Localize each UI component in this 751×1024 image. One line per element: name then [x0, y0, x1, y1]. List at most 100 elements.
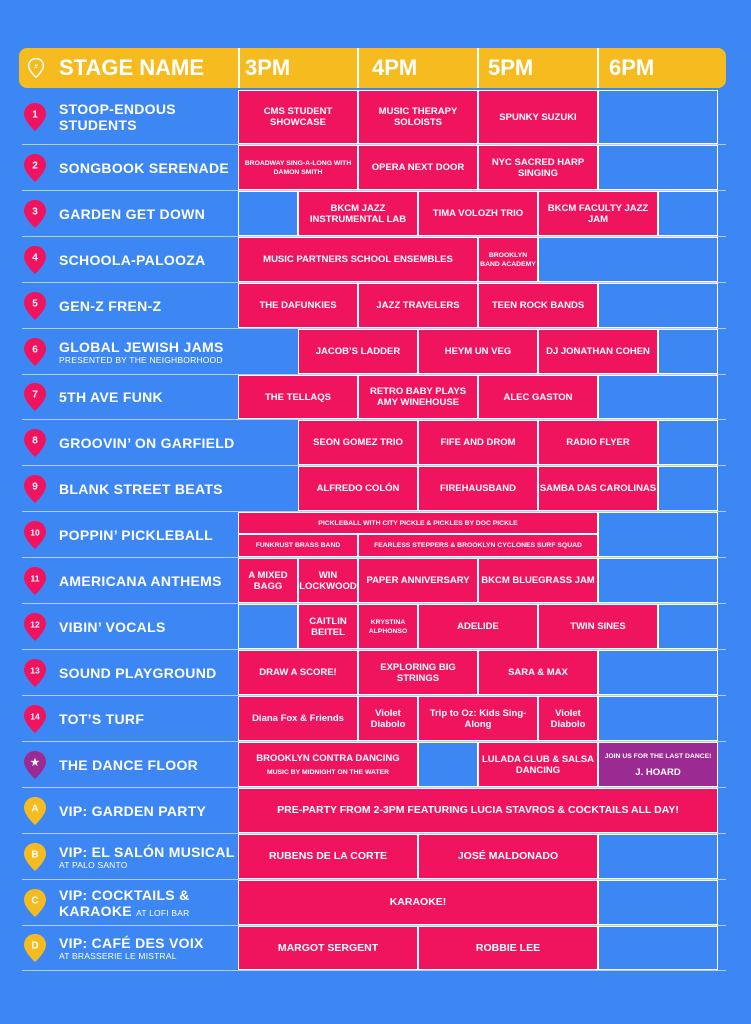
stage-name-line: VIP: EL SALÓN MUSICAL — [59, 843, 235, 860]
event-title: JACOB’S LADDER — [315, 346, 401, 357]
svg-text:2: 2 — [32, 160, 38, 171]
row-divider — [22, 741, 726, 742]
stage-name-line2: KARAOKE — [59, 902, 132, 919]
event-slot: RADIO FLYER — [538, 420, 658, 465]
empty-slot — [598, 834, 718, 879]
event-slot: ALEC GASTON — [478, 375, 598, 419]
event-title: LULADA CLUB & SALSA DANCING — [481, 753, 595, 776]
svg-text:8: 8 — [32, 435, 38, 446]
stage-name: VIP: GARDEN PARTY — [59, 803, 206, 819]
event-slot: TWIN SINES — [538, 604, 658, 649]
row-divider — [22, 465, 726, 466]
stage-name-line: POPPIN’ PICKLEBALL — [59, 526, 213, 543]
stage-pin-icon: 8 — [24, 428, 46, 457]
event-title: SPUNKY SUZUKI — [499, 111, 577, 123]
row-divider — [22, 649, 726, 650]
empty-slot — [658, 420, 718, 465]
row-divider — [22, 144, 726, 145]
event-slot: ALFREDO COLÓN — [298, 466, 418, 511]
event-slot: MUSIC PARTNERS SCHOOL ENSEMBLES — [238, 237, 478, 282]
header-stage-label: STAGE NAME — [59, 55, 205, 80]
empty-slot — [658, 191, 718, 236]
svg-text:3: 3 — [32, 206, 38, 217]
stage-name: GEN-Z FREN-Z — [59, 298, 161, 314]
stage-pin-icon: C — [24, 888, 46, 917]
event-slot: BROOKLYN BAND ACADEMY — [478, 237, 538, 282]
event-title: DRAW A SCORE! — [259, 667, 337, 678]
empty-slot — [598, 880, 718, 925]
event-slot: Trip to Oz: Kids Sing-Along — [418, 696, 538, 741]
event-subtitle: MUSIC BY MIDNIGHT ON THE WATER — [266, 768, 390, 776]
stage-pin-icon: 5 — [24, 291, 46, 320]
svg-text:D: D — [31, 941, 38, 952]
stage-name-line: GARDEN GET DOWN — [59, 205, 206, 222]
header-hour-3pm: 3PM — [245, 55, 291, 80]
stage-name-line: VIBIN’ VOCALS — [59, 618, 166, 635]
header-hour-4pm: 4PM — [372, 55, 418, 80]
svg-text:5: 5 — [32, 298, 38, 309]
stage-pin-icon: 10 — [24, 520, 46, 549]
event-title: Trip to Oz: Kids Sing-Along — [429, 707, 527, 730]
stage-name: STOOP-ENDOUS STUDENTS — [59, 101, 176, 133]
event-slot: OPERA NEXT DOOR — [358, 145, 478, 190]
row-divider — [22, 282, 726, 283]
event-title: BKCM BLUEGRASS JAM — [481, 575, 595, 586]
svg-text:A: A — [31, 803, 38, 814]
svg-text:B: B — [31, 849, 38, 860]
event-slot: FEARLESS STEPPERS & BROOKLYN CYCLONES SU… — [358, 534, 598, 557]
event-slot: CMS STUDENT SHOWCASE — [238, 90, 358, 144]
empty-slot — [598, 926, 718, 970]
event-title: JAZZ TRAVELERS — [376, 300, 460, 311]
event-title: CAITLIN BEITEL — [309, 615, 347, 638]
row-divider — [22, 328, 726, 329]
svg-text:14: 14 — [30, 711, 40, 721]
stage-name-line: 5TH AVE FUNK — [59, 389, 163, 405]
stage-name-line: VIP: GARDEN PARTY — [59, 802, 207, 819]
event-slot: BROOKLYN CONTRA DANCING MUSIC BY MIDNIGHT… — [238, 742, 418, 787]
event-slot: DRAW A SCORE! — [238, 650, 358, 695]
event-title: SAMBA DAS CAROLINAS — [539, 483, 657, 494]
event-slot: FIREHAUSBAND — [418, 466, 538, 511]
event-slot: MARGOT SERGENT — [238, 926, 418, 970]
event-slot: Violet Diabolo — [358, 696, 418, 741]
event-title: BROADWAY SING-A-LONG WITH DAMON SMITH — [244, 159, 352, 176]
stage-name-line: VIP: COCKTAILS & — [59, 886, 190, 903]
event-note: JOIN US FOR THE LAST DANCE! — [604, 752, 712, 760]
event-slot: PAPER ANNIVERSARY — [358, 558, 478, 603]
stage-name-line: STOOP-ENDOUS — [59, 101, 176, 117]
event-slot: BKCM FACULTY JAZZ JAM — [538, 191, 658, 236]
event-slot: SPUNKY SUZUKI — [478, 90, 598, 144]
event-title: JOSÉ MALDONADO — [457, 850, 559, 862]
row-divider — [22, 190, 726, 191]
event-slot-special: JOIN US FOR THE LAST DANCE! J. HOARD — [598, 742, 718, 787]
event-slot: NYC SACRED HARP SINGING — [478, 145, 598, 190]
svg-text:11: 11 — [31, 573, 40, 583]
event-title: BKCM FACULTY JAZZ JAM — [547, 202, 649, 225]
row-divider — [22, 374, 726, 375]
header-pin-icon: # — [28, 58, 44, 78]
event-title: MUSIC PARTNERS SCHOOL ENSEMBLES — [263, 254, 453, 265]
stage-pin-icon: 2 — [24, 153, 46, 182]
event-title: A MIXED BAGG — [248, 569, 288, 592]
row-divider — [22, 419, 726, 420]
stage-location: PRESENTED BY THE NEIGHBORHOOD — [59, 354, 223, 365]
event-title: THE DAFUNKIES — [259, 300, 337, 311]
stage-pin-icon: 14 — [24, 704, 46, 733]
event-title: ROBBIE LEE — [475, 941, 541, 954]
event-title: FUNKRUST BRASS BAND — [255, 542, 341, 549]
row-divider — [22, 787, 726, 788]
empty-slot — [598, 650, 718, 695]
stage-name: SOUND PLAYGROUND — [59, 665, 217, 681]
event-title: KARAOKE! — [389, 896, 447, 908]
event-title: J. HOARD — [635, 766, 681, 778]
stage-name-line2: STUDENTS — [59, 117, 137, 133]
event-title: SEON GOMEZ TRIO — [313, 437, 403, 448]
stage-name: VIP: EL SALÓN MUSICAL AT PALO SANTO — [59, 844, 235, 870]
event-title: OPERA NEXT DOOR — [371, 162, 465, 173]
stage-name-line: GEN-Z FREN-Z — [59, 297, 162, 314]
stage-name-line: GLOBAL JEWISH JAMS — [59, 338, 224, 355]
header-divider — [238, 48, 240, 88]
svg-text:C: C — [31, 895, 38, 906]
event-title: PAPER ANNIVERSARY — [366, 575, 470, 586]
header-divider — [357, 48, 359, 88]
